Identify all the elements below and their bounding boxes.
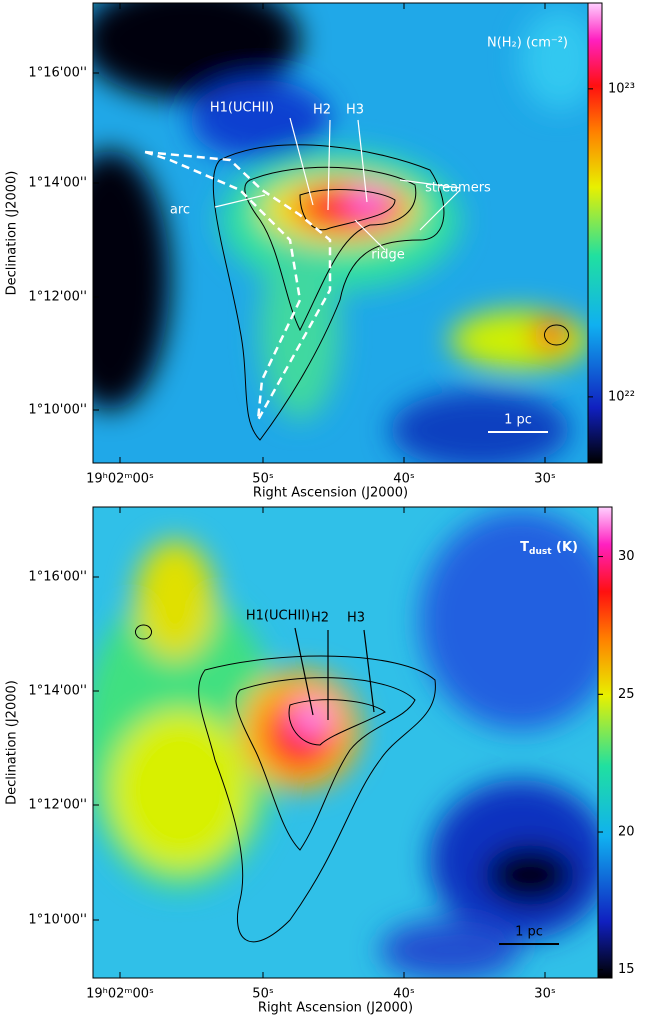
colorbar [587,2,603,464]
annotation-pointers [214,117,548,433]
contour [198,655,436,943]
x-tick-label: 50ˢ [252,472,274,487]
annotation: H1(UCHII) [246,609,310,624]
contour [544,324,569,346]
contour [212,144,445,441]
contour [288,699,386,746]
annotation-pointers [294,627,559,945]
y-tick-label: 1°16'00'' [28,570,87,585]
y-tick-label: 1°10'00'' [28,403,87,418]
y-axis-label: Declination (J2000) [5,680,20,805]
colorbar-tick-label: 10²² [608,389,635,404]
y-tick-label: 1°12'00'' [28,798,87,813]
x-tick-label: 50ˢ [252,987,274,1002]
colorbar-tick-label: 15 [618,962,635,977]
scale-bar-label: 1 pc [504,413,532,428]
contour [244,166,417,332]
x-tick-label: 40ˢ [393,472,415,487]
y-axis-label: Declination (J2000) [5,171,20,296]
dust-temperature-map [93,507,598,978]
x-tick-label: 19ʰ02ᵐ00ˢ [86,472,154,487]
x-tick-label: 30ˢ [534,472,556,487]
colorbar-label-subscript: dust [529,547,552,557]
annotation: H3 [347,611,365,626]
x-axis-label: Right Ascension (J2000) [258,1001,413,1016]
colorbar-tick-label: 25 [618,687,635,702]
colorbar-tick-label: 30 [618,549,635,564]
annotation: arc [170,203,190,218]
x-tick-label: 30ˢ [534,987,556,1002]
y-tick-label: 1°12'00'' [28,290,87,305]
y-tick-label: 1°14'00'' [28,176,87,191]
annotation: streamers [425,181,491,196]
contour [299,189,396,231]
colorbar-tick-label: 20 [618,825,635,840]
x-axis-label: Right Ascension (J2000) [253,486,408,501]
x-tick-label: 40ˢ [393,987,415,1002]
annotation: H2 [313,103,331,118]
annotation: H2 [311,611,329,626]
x-tick-label: 19ʰ02ᵐ00ˢ [86,987,154,1002]
contour [135,624,152,640]
y-tick-label: 1°16'00'' [28,66,87,81]
y-tick-label: 1°14'00'' [28,684,87,699]
colorbar-label-unit: (K) [552,540,578,555]
scale-bar-label: 1 pc [515,925,543,940]
column-density-map [93,3,588,463]
y-tick-label: 1°10'00'' [28,913,87,928]
colorbar-label: Tdust (K) [520,540,578,557]
annotation: H3 [346,103,364,118]
annotation: H1(UCHII) [210,101,274,116]
colorbar-tick-label: 10²³ [608,81,635,96]
colorbar-label-symbol: T [520,540,529,555]
annotation: ridge [371,248,404,263]
colorbar [597,506,613,979]
colorbar-label: N(H₂) (cm⁻²) [487,36,568,51]
contour [235,677,416,851]
